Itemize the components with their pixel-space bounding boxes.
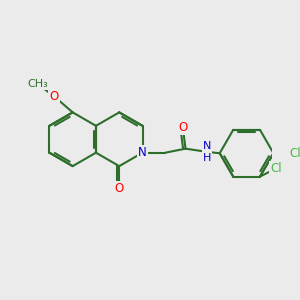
Text: methoxy: methoxy [34, 83, 40, 84]
Text: N: N [138, 146, 147, 159]
Text: CH₃: CH₃ [27, 79, 48, 89]
Text: O: O [178, 121, 188, 134]
Text: O: O [50, 90, 59, 103]
Text: Cl: Cl [290, 147, 300, 160]
Text: O: O [115, 182, 124, 195]
Text: Cl: Cl [270, 162, 282, 175]
Text: N
H: N H [203, 141, 211, 163]
